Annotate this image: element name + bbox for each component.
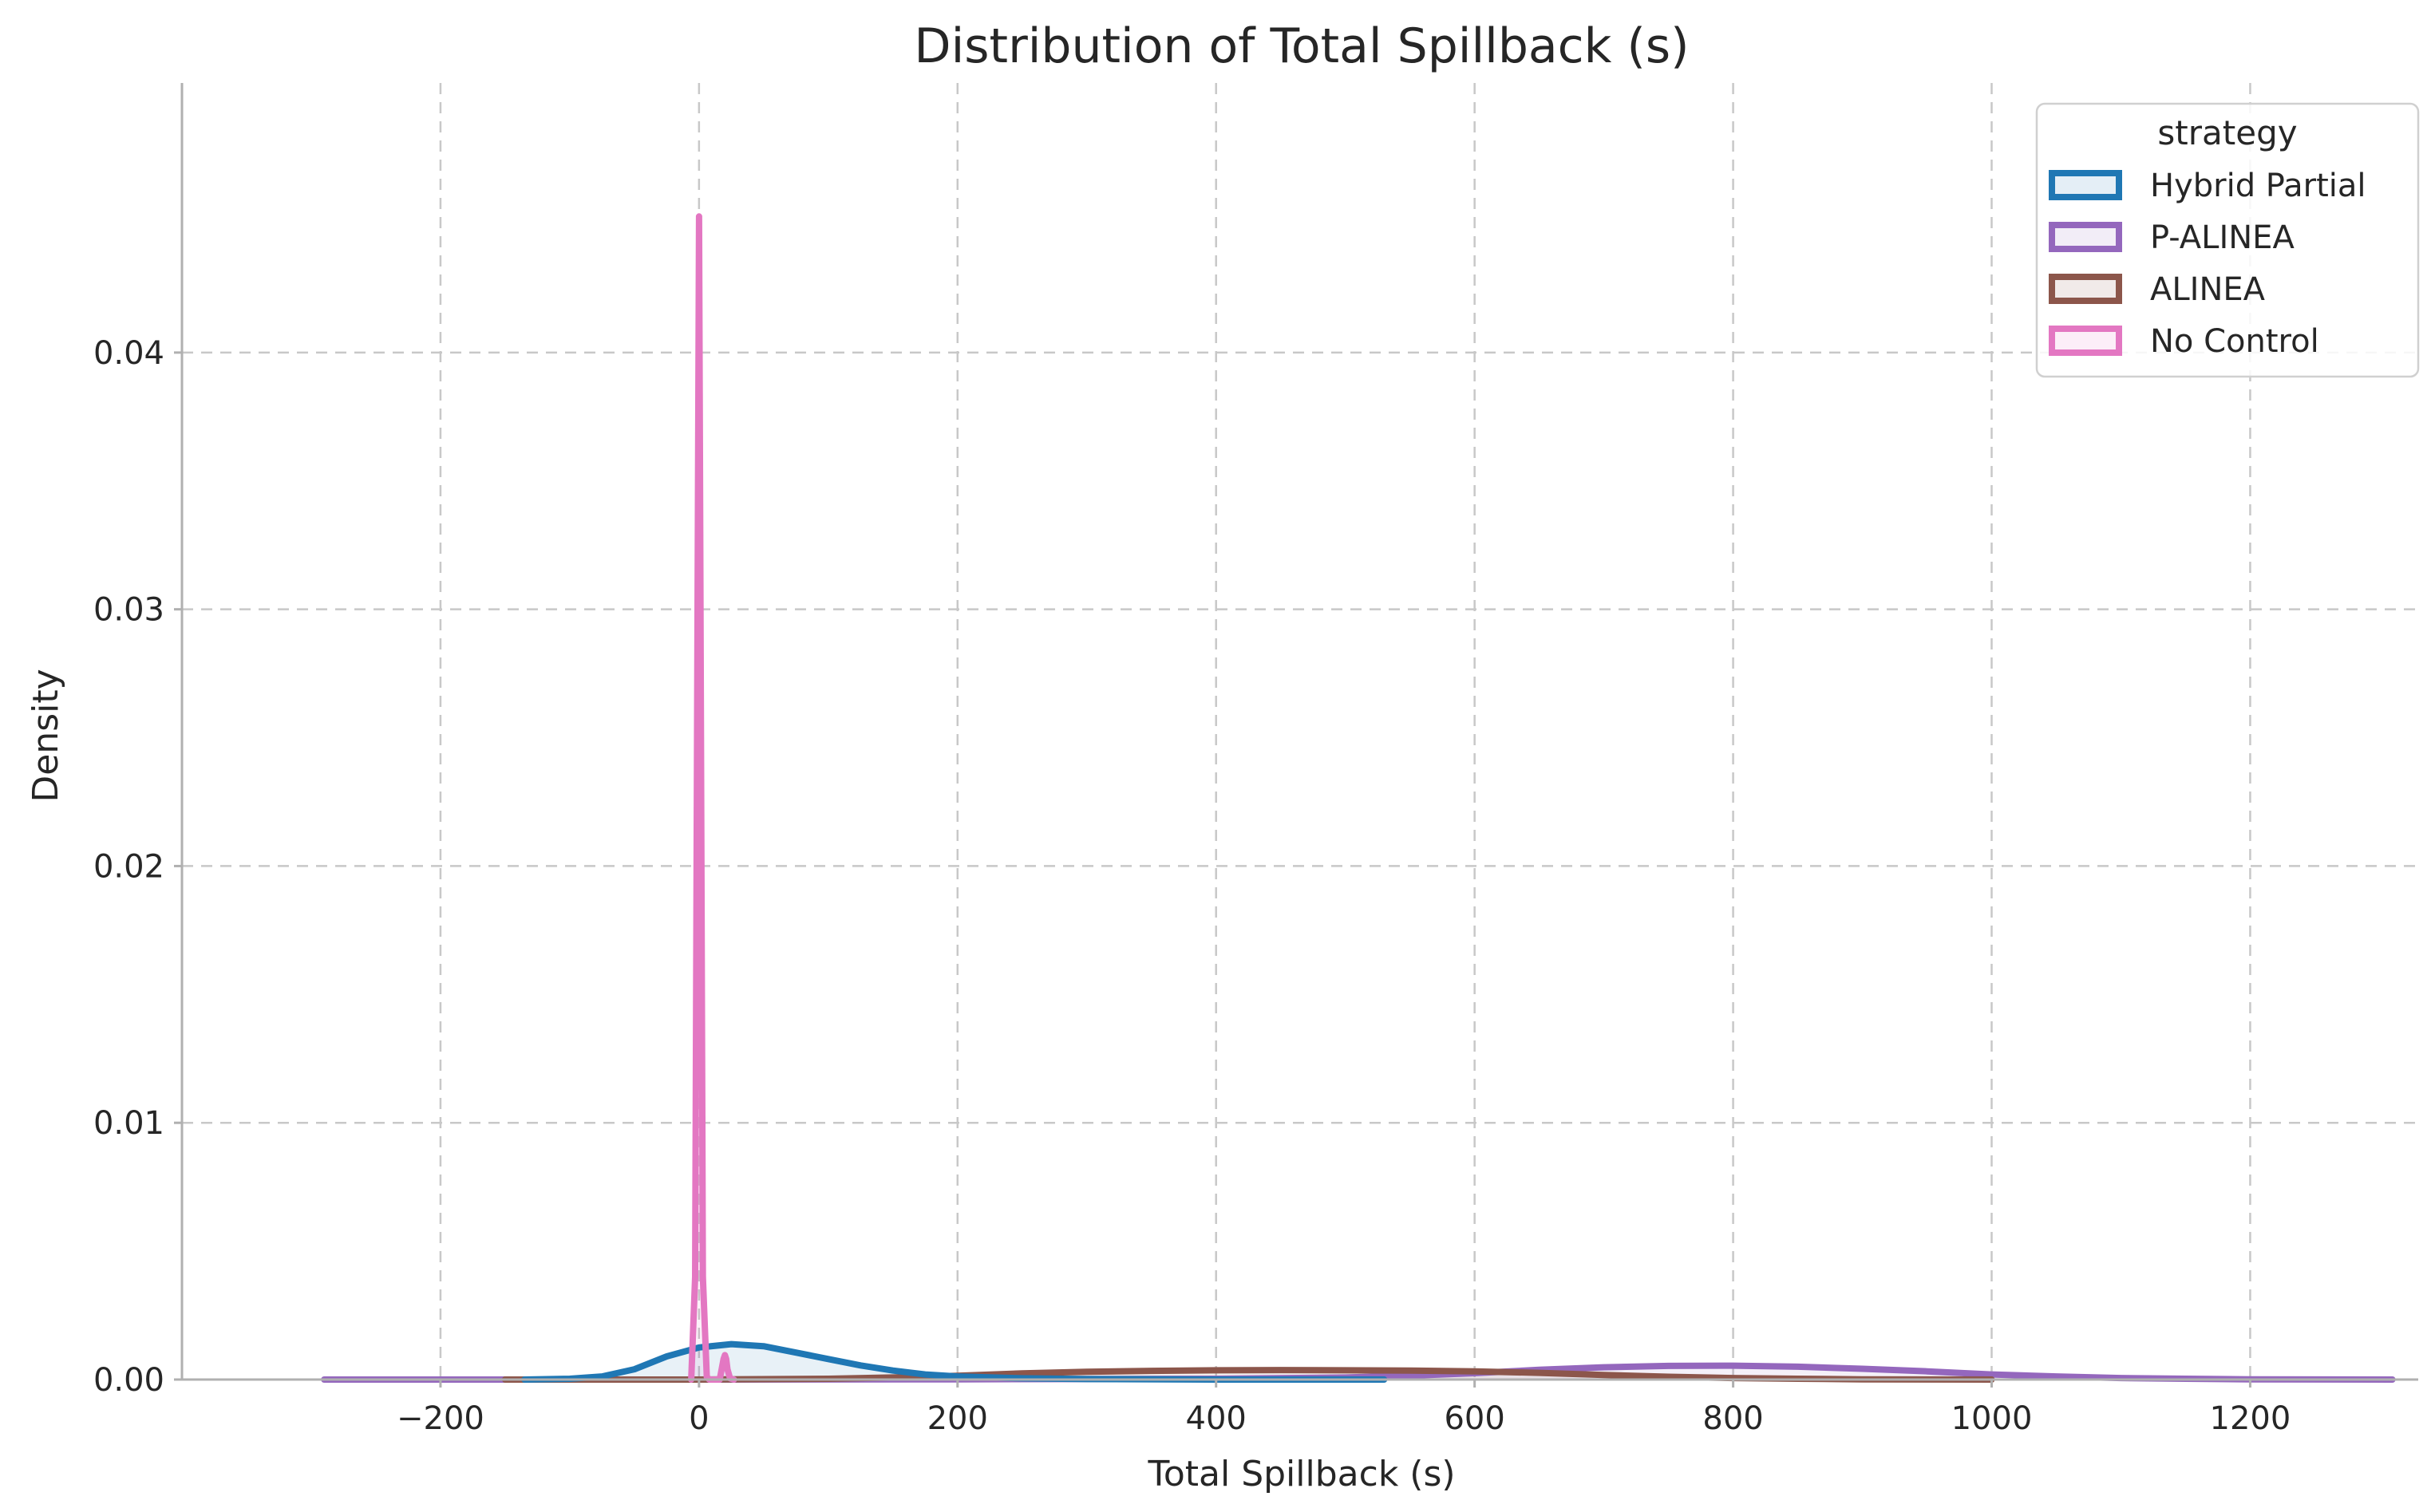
y-tick-label: 0.03 bbox=[93, 592, 164, 629]
legend-item-p-alinea: P-ALINEA bbox=[2049, 219, 2295, 256]
density-areas bbox=[324, 216, 2393, 1380]
x-tick-label: 800 bbox=[1702, 1400, 1763, 1437]
x-tick-label: 0 bbox=[689, 1400, 709, 1437]
density-area-p-alinea bbox=[324, 1365, 2393, 1380]
legend-frame bbox=[2035, 102, 2420, 378]
y-tick-label: 0.00 bbox=[93, 1362, 164, 1399]
x-tick-label: 400 bbox=[1186, 1400, 1247, 1437]
x-axis-label: Total Spillback (s) bbox=[1147, 1454, 1455, 1494]
legend-item-hybrid-partial: Hybrid Partial bbox=[2049, 168, 2366, 204]
density-lines bbox=[321, 213, 2396, 1383]
y-tick-label: 0.02 bbox=[93, 848, 164, 885]
legend-swatch bbox=[2049, 274, 2122, 304]
legend-label: Hybrid Partial bbox=[2150, 168, 2366, 204]
axes bbox=[174, 83, 2418, 1388]
legend-item-no-control: No Control bbox=[2049, 323, 2319, 360]
tick-labels: −200 0 200 400 600 800 1000 1200 0.00 0.01 0.02 0.0… bbox=[93, 335, 2291, 1437]
x-tick-label: −200 bbox=[397, 1400, 484, 1437]
legend: strategy Hybrid Partial P-ALINEA ALINEA No … bbox=[2035, 102, 2420, 378]
legend-swatch bbox=[2049, 222, 2122, 252]
density-line-no-control bbox=[688, 213, 737, 1383]
y-tick-label: 0.01 bbox=[93, 1105, 164, 1142]
y-tick-label: 0.04 bbox=[93, 335, 164, 372]
x-tick-label: 1000 bbox=[1951, 1400, 2033, 1437]
grid bbox=[182, 83, 2418, 1380]
legend-label: P-ALINEA bbox=[2150, 219, 2295, 256]
chart-title: Distribution of Total Spillback (s) bbox=[914, 18, 1689, 74]
legend-swatch bbox=[2049, 170, 2122, 200]
density-area-hybrid-partial bbox=[524, 1344, 1385, 1380]
density-line-alinea bbox=[501, 1367, 1995, 1383]
legend-item-alinea: ALINEA bbox=[2049, 271, 2266, 308]
legend-label: No Control bbox=[2150, 323, 2319, 360]
x-tick-label: 600 bbox=[1444, 1400, 1504, 1437]
y-axis-label: Density bbox=[26, 669, 66, 802]
x-tick-label: 1200 bbox=[2210, 1400, 2291, 1437]
x-tick-label: 200 bbox=[927, 1400, 988, 1437]
legend-title: strategy bbox=[2157, 113, 2297, 152]
legend-swatch bbox=[2049, 326, 2122, 356]
legend-label: ALINEA bbox=[2150, 271, 2266, 308]
